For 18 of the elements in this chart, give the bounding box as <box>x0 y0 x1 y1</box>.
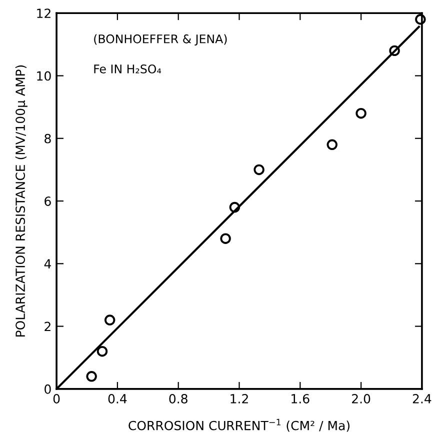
x-tick-label: 2.0 <box>352 394 370 404</box>
x-axis-title: CORROSION CURRENT$^{−1}$ (CM² / Ma) <box>128 418 350 432</box>
x-tick-label: 1.2 <box>230 394 248 404</box>
y-tick-label: 8 <box>44 134 51 144</box>
annotation: Fe IN H₂SO₄ <box>94 64 162 74</box>
y-tick-label: 10 <box>37 71 51 81</box>
x-tick-label: 0 <box>53 394 60 404</box>
y-tick-label: 2 <box>44 322 50 332</box>
y-tick-label: 0 <box>44 384 51 394</box>
y-axis-title: POLARIZATION RESISTANCE (MV/100µ AMP) <box>15 65 28 337</box>
x-tick-label: 1.6 <box>292 394 310 404</box>
annotation: (BONHOEFFER & JENA) <box>94 34 227 46</box>
x-tick-label: 2.4 <box>412 394 432 404</box>
y-tick-label: 4 <box>44 259 51 268</box>
x-tick-label: 0.8 <box>169 394 188 404</box>
y-tick-label: 6 <box>44 196 51 206</box>
y-tick-label: 12 <box>37 8 50 18</box>
x-tick-label: 0.4 <box>108 394 127 404</box>
